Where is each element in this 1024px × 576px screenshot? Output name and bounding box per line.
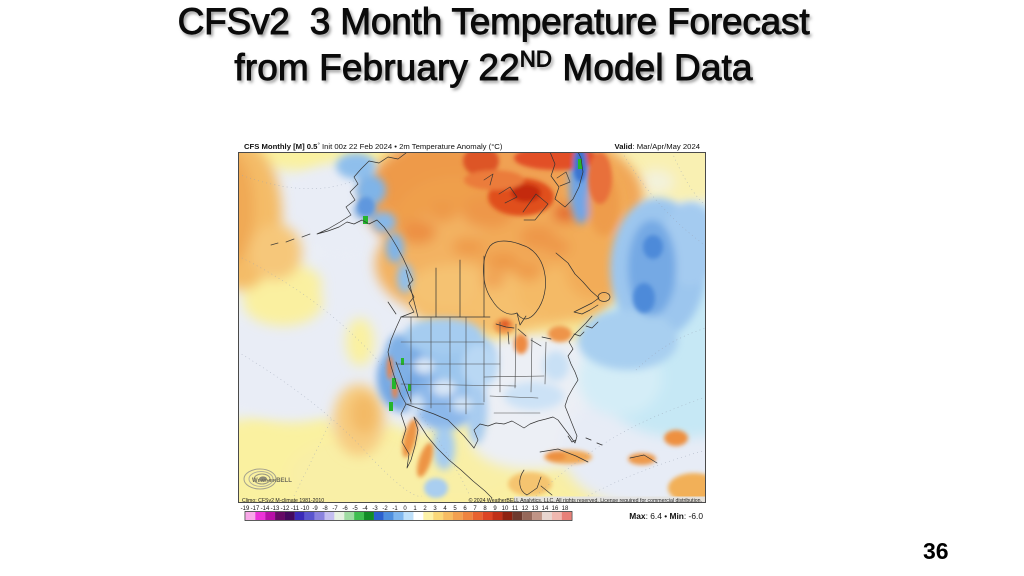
svg-text:1: 1 [413,506,417,512]
svg-text:18: 18 [562,506,569,512]
svg-text:3: 3 [433,506,437,512]
svg-text:12: 12 [522,506,529,512]
svg-text:-6: -6 [342,506,348,512]
svg-text:14: 14 [542,506,549,512]
svg-text:-8: -8 [322,506,328,512]
svg-text:Valid: Mar/Apr/May 2024: Valid: Mar/Apr/May 2024 [615,142,701,151]
svg-text:13: 13 [532,506,539,512]
svg-text:-4: -4 [362,506,368,512]
svg-text:CFS Monthly [M] 0.5° Init 00z: CFS Monthly [M] 0.5° Init 00z 22 Feb 202… [244,142,503,151]
svg-text:© 2024 WeatherBELL Analytics,: © 2024 WeatherBELL Analytics, LLC. All r… [469,497,702,504]
svg-text:10: 10 [502,506,509,512]
svg-text:0: 0 [403,506,407,512]
svg-text:Max: 6.4 • Min: -6.0: Max: 6.4 • Min: -6.0 [629,511,703,521]
svg-text:7: 7 [473,506,477,512]
svg-text:-14: -14 [261,506,270,512]
svg-text:-17: -17 [251,506,260,512]
svg-text:-10: -10 [301,506,310,512]
svg-text:2: 2 [423,506,427,512]
svg-text:6: 6 [463,506,467,512]
svg-text:Climo: CFSv2 M-climate 1981-20: Climo: CFSv2 M-climate 1981-2010 [242,498,324,504]
svg-text:16: 16 [552,506,559,512]
svg-text:-11: -11 [291,506,300,512]
svg-text:-9: -9 [312,506,318,512]
svg-text:5: 5 [453,506,457,512]
svg-text:-5: -5 [352,506,358,512]
svg-text:-12: -12 [281,506,290,512]
svg-text:-2: -2 [382,506,388,512]
svg-text:8: 8 [483,506,487,512]
svg-text:-7: -7 [332,506,338,512]
svg-text:WEATHERBELL: WEATHERBELL [252,478,292,484]
svg-text:-19: -19 [241,506,250,512]
svg-text:4: 4 [443,506,447,512]
svg-text:-13: -13 [271,506,280,512]
svg-text:11: 11 [512,506,519,512]
svg-text:9: 9 [493,506,497,512]
svg-text:-3: -3 [372,506,378,512]
svg-text:-1: -1 [392,506,398,512]
